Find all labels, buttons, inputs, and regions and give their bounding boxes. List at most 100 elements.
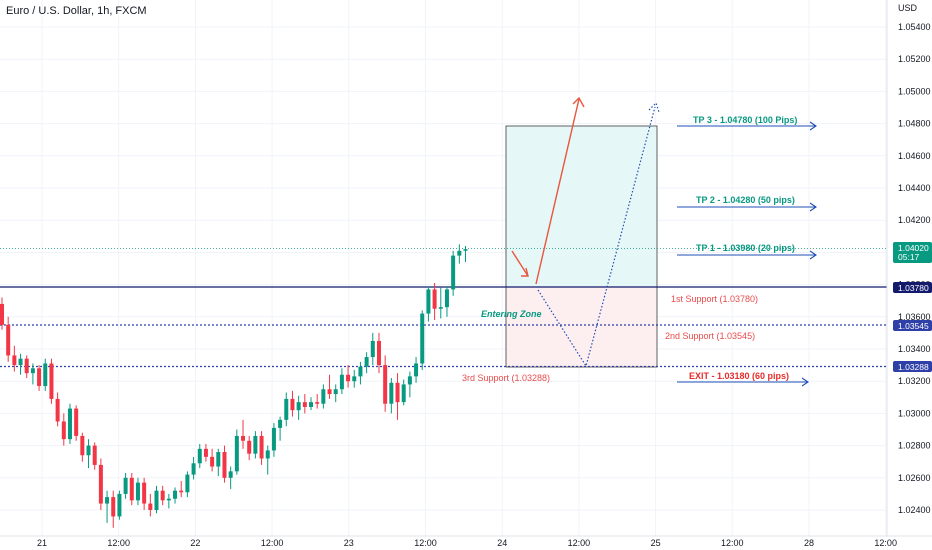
candle-body	[395, 382, 400, 403]
price-axis[interactable]: 1.05400 1.05200 1.05000 1.04800 1.04600 1.044…	[898, 22, 931, 515]
candle	[432, 282, 437, 321]
candle-body	[18, 358, 23, 366]
candle	[389, 377, 394, 414]
x-tick-label: 23	[344, 538, 354, 548]
candle-body	[327, 389, 332, 395]
candle-body	[135, 482, 140, 501]
candles	[0, 244, 468, 528]
candle-body	[426, 289, 431, 314]
currency-label: USD	[898, 3, 918, 13]
candle	[55, 392, 60, 427]
candle-body	[24, 358, 29, 374]
candle-body	[203, 448, 208, 457]
candle	[111, 490, 116, 528]
candle	[92, 442, 97, 470]
support1-label: 1st Support (1.03780)	[671, 294, 758, 304]
stop-zone-box[interactable]	[505, 286, 658, 368]
candle	[179, 481, 184, 498]
candle	[426, 286, 431, 322]
candle-body	[142, 482, 147, 504]
candle	[142, 477, 147, 510]
candle	[315, 394, 320, 409]
candle	[49, 358, 54, 404]
candle-body	[253, 435, 258, 454]
candle	[61, 413, 66, 446]
candle-body	[123, 477, 128, 494]
x-tick-label: 28	[804, 538, 814, 548]
candle	[278, 416, 283, 441]
y-tick-label: 1.02800	[898, 441, 931, 451]
x-tick-label: 12:00	[414, 538, 437, 548]
candle	[129, 472, 134, 506]
candle	[376, 332, 381, 374]
candle	[74, 405, 79, 441]
candle	[451, 250, 456, 296]
x-tick-label: 24	[497, 538, 507, 548]
x-tick-label: 12:00	[721, 538, 744, 548]
red-projection-arrow[interactable]	[511, 96, 585, 285]
candle	[117, 490, 122, 520]
candle	[271, 423, 276, 457]
candle-body	[92, 445, 97, 465]
candle-body	[407, 376, 412, 385]
candle	[148, 493, 153, 517]
candle	[37, 365, 42, 391]
candle-body	[259, 435, 264, 459]
candle-body	[216, 452, 221, 467]
candle	[395, 373, 400, 420]
candle	[346, 365, 351, 388]
candle-body	[346, 374, 351, 382]
candle	[302, 394, 307, 414]
tp2-label: TP 2 - 1.04280 (50 pips)	[696, 195, 795, 205]
candle	[420, 310, 425, 370]
candle	[166, 493, 171, 509]
candle	[370, 332, 375, 366]
candle-body	[290, 398, 295, 411]
candle	[296, 395, 301, 420]
candle-body	[352, 376, 357, 382]
candle	[191, 456, 196, 480]
candle-body	[401, 384, 406, 403]
target-zone-box[interactable]	[505, 125, 658, 288]
candle	[259, 431, 264, 465]
tp3-label: TP 3 - 1.04780 (100 Pips)	[693, 115, 797, 125]
candle-body	[6, 324, 11, 356]
candle-body	[420, 313, 425, 364]
candle-body	[234, 435, 239, 472]
last-price-value: 1.04020	[898, 243, 929, 253]
candle	[339, 368, 344, 395]
candle-body	[148, 503, 153, 510]
candle	[321, 384, 326, 409]
candle-body	[389, 382, 394, 404]
candle	[12, 345, 17, 372]
candle-body	[74, 408, 79, 436]
candle-body	[315, 402, 320, 404]
y-tick-label: 1.03600	[898, 312, 931, 322]
candle	[333, 384, 338, 403]
candle-body	[444, 289, 449, 308]
candle	[123, 472, 128, 499]
level-tag-1-text: 1.03780	[898, 283, 929, 293]
candle-body	[67, 408, 72, 440]
time-axis[interactable]: 21 12:00 22 12:00 23 12:00 24 12:00 25 12:00 28 12:…	[37, 538, 897, 548]
level-tag-1: 1.03780	[893, 282, 932, 293]
candle-body	[154, 490, 159, 510]
candle	[457, 244, 462, 264]
candle-body	[339, 374, 344, 390]
chart-grid	[0, 0, 887, 536]
x-tick-label: 21	[37, 538, 47, 548]
y-tick-label: 1.04200	[898, 215, 931, 225]
candle-body	[228, 471, 233, 478]
candle	[222, 445, 227, 483]
level-tag-3-text: 1.03288	[898, 362, 929, 372]
candle-body	[414, 363, 419, 377]
candle	[185, 471, 190, 498]
y-tick-label: 1.04400	[898, 183, 931, 193]
exit-arrow	[677, 377, 809, 387]
candle	[241, 419, 246, 449]
candle-body	[438, 307, 443, 309]
candle	[86, 439, 91, 469]
candle-body	[457, 250, 462, 256]
tp1-label: TP 1 - 1.03980 (20 pips)	[696, 243, 795, 253]
